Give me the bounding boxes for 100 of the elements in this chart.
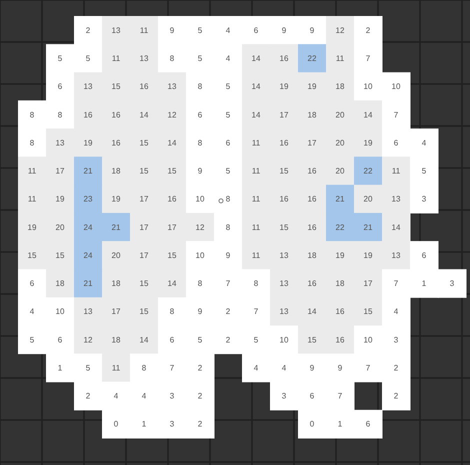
data-label: 3 <box>422 194 427 204</box>
data-label: 6 <box>170 335 175 344</box>
data-label: 8 <box>254 279 259 288</box>
data-label: 5 <box>198 335 203 344</box>
data-label: 11 <box>112 363 121 372</box>
data-label: 8 <box>58 110 63 120</box>
data-label: 8 <box>198 279 203 288</box>
data-label: 14 <box>252 54 261 63</box>
data-label: 13 <box>280 307 289 316</box>
data-label: 3 <box>394 335 399 344</box>
data-label: 15 <box>280 166 289 176</box>
data-label: 4 <box>422 138 427 148</box>
data-label: 14 <box>392 222 401 232</box>
data-label: 19 <box>84 138 93 148</box>
data-label: 18 <box>112 335 121 344</box>
data-label: 13 <box>84 307 93 316</box>
data-label: 9 <box>226 250 231 260</box>
data-label: 20 <box>336 110 345 120</box>
data-label: 2 <box>226 335 231 344</box>
data-label: 20 <box>336 138 345 148</box>
data-label: 18 <box>336 82 345 92</box>
data-label: 16 <box>308 166 317 176</box>
data-label: 16 <box>140 82 149 92</box>
data-label: 11 <box>336 54 345 63</box>
data-label: 3 <box>170 392 175 401</box>
data-label: 14 <box>140 110 149 120</box>
data-label: 19 <box>280 82 289 92</box>
data-label: 7 <box>338 392 343 401</box>
data-label: 22 <box>308 54 317 63</box>
data-label: 21 <box>336 194 345 204</box>
data-label: 24 <box>84 250 93 260</box>
data-label: 20 <box>56 222 65 232</box>
data-label: 12 <box>84 335 93 344</box>
data-label: 11 <box>252 222 261 232</box>
data-label: 7 <box>394 110 399 120</box>
data-label: 6 <box>226 138 231 148</box>
data-label: 12 <box>196 222 205 232</box>
data-label: 11 <box>252 194 261 204</box>
data-label: 5 <box>58 54 63 63</box>
data-label: 13 <box>56 138 65 148</box>
data-label: 18 <box>308 250 317 260</box>
data-label: 13 <box>280 250 289 260</box>
data-label: 15 <box>112 82 121 92</box>
data-label: 4 <box>282 363 287 372</box>
data-label: 6 <box>422 250 427 260</box>
data-label: 14 <box>140 335 149 344</box>
data-label: 23 <box>84 194 93 204</box>
data-label: 5 <box>30 335 35 344</box>
data-label: 17 <box>56 166 65 176</box>
data-label: 16 <box>308 222 317 232</box>
data-label: 10 <box>364 335 373 344</box>
data-label: 20 <box>364 194 373 204</box>
data-label: 13 <box>392 250 401 260</box>
data-label: 8 <box>198 82 203 92</box>
data-label: 2 <box>226 307 231 316</box>
data-label: 13 <box>168 82 177 92</box>
data-label: 9 <box>170 26 175 35</box>
data-label: 20 <box>112 250 121 260</box>
data-label: 18 <box>112 166 121 176</box>
data-label: 2 <box>198 392 203 401</box>
data-label: 14 <box>168 138 177 148</box>
data-label: 19 <box>308 82 317 92</box>
data-label: 12 <box>168 110 177 120</box>
data-label: 7 <box>226 279 231 288</box>
data-label: 7 <box>170 363 175 372</box>
data-label: 11 <box>252 250 261 260</box>
data-label: 11 <box>252 166 261 176</box>
data-label: 1 <box>58 363 63 372</box>
data-label: 5 <box>422 166 427 176</box>
data-label: 15 <box>280 222 289 232</box>
data-label: 5 <box>226 166 231 176</box>
data-label: 2 <box>86 392 91 401</box>
data-label: 18 <box>308 110 317 120</box>
data-label: 6 <box>58 335 63 344</box>
data-label: 6 <box>198 110 203 120</box>
data-label: 2 <box>366 26 371 35</box>
data-label: 19 <box>364 250 373 260</box>
data-label: 18 <box>336 279 345 288</box>
data-label: 16 <box>112 110 121 120</box>
data-label: 16 <box>336 335 345 344</box>
data-label: 21 <box>364 222 373 232</box>
data-label: 21 <box>112 222 121 232</box>
data-label: 8 <box>170 54 175 63</box>
data-label: 6 <box>394 138 399 148</box>
data-label: 6 <box>366 420 371 429</box>
data-label: 6 <box>310 392 315 401</box>
data-label: 11 <box>112 54 121 63</box>
data-label: 21 <box>84 166 93 176</box>
data-label: 2 <box>86 26 91 35</box>
data-label: 4 <box>142 392 147 401</box>
data-label: 4 <box>394 307 399 316</box>
data-label: 17 <box>308 138 317 148</box>
data-label: 8 <box>170 307 175 316</box>
data-label: 2 <box>394 392 399 401</box>
data-label: 16 <box>112 138 121 148</box>
data-label: 13 <box>392 194 401 204</box>
data-label: 5 <box>226 82 231 92</box>
data-label: 4 <box>226 26 231 35</box>
data-label: 6 <box>254 26 259 35</box>
data-label: 1 <box>142 420 147 429</box>
